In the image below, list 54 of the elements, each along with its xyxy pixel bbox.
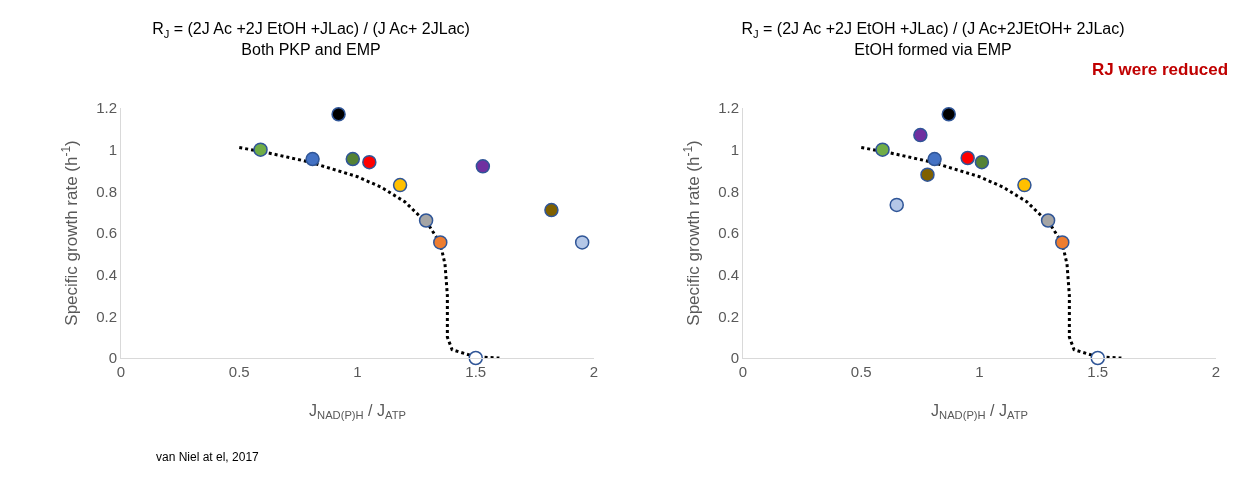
point	[927, 151, 942, 167]
point	[1040, 213, 1056, 228]
y-tick-label: 1.2	[718, 99, 739, 117]
text: RJ were reduced	[1092, 60, 1229, 79]
y-tick-label: 0.6	[718, 224, 739, 242]
x-tick-label: 1.5	[1087, 363, 1109, 380]
chart-title: R$_{J}$ = (2J Ac +2J EtOH +JLac) / (J Ac+ 2JLac)	[152, 20, 470, 40]
point	[392, 177, 408, 193]
y-tick-label: 1.2	[96, 99, 117, 117]
y-tick-label: 0.2	[96, 307, 117, 325]
chart-subtitle: EtOH formed via EMP	[854, 41, 1012, 59]
y-tick-label: 0.6	[96, 224, 117, 242]
point	[433, 235, 448, 250]
y-tick-label: 0.2	[718, 307, 739, 325]
x-tick-label: 1.5	[465, 363, 487, 380]
y-tick-label: 1	[730, 140, 739, 158]
x-tick-label: 2	[1211, 363, 1221, 380]
y-tick-label: 1	[108, 140, 117, 158]
x-tick-label: 0.5	[228, 363, 250, 380]
point	[475, 159, 491, 174]
point	[305, 151, 320, 167]
point	[574, 235, 590, 250]
y-tick-label: 0	[730, 349, 739, 367]
x-tick-label: 1	[975, 363, 984, 380]
point	[1090, 350, 1105, 366]
point	[345, 151, 361, 167]
point	[362, 154, 377, 170]
point	[418, 213, 434, 228]
point	[544, 202, 559, 218]
point	[468, 350, 483, 366]
x-tick-label: 0.5	[850, 363, 872, 380]
point	[1017, 177, 1032, 193]
chart-title: R$_{J}$ = (2J Ac +2J EtOH +JLac) / (J Ac+2JEtOH+ 2JLac)	[741, 20, 1125, 40]
point	[331, 107, 346, 122]
y-tick-label: 0.4	[718, 265, 739, 283]
y-tick-label: 0.8	[718, 182, 739, 200]
x-tick-label: 2	[589, 363, 599, 380]
point	[913, 127, 928, 143]
x-tick-label: 1	[353, 363, 362, 380]
y-tick-label: 0.8	[96, 182, 117, 200]
x-axis-title: J$_{NAD(P)H}$ / J$_{ATP}$	[309, 402, 406, 422]
point	[253, 142, 268, 157]
point	[889, 197, 904, 213]
text: van Niel at el, 2017	[156, 450, 260, 464]
y-tick-label: 0	[108, 349, 117, 367]
point	[974, 154, 990, 170]
point	[920, 167, 935, 182]
x-axis-title: J$_{NAD(P)H}$ / J$_{ATP}$	[931, 402, 1028, 422]
chart-subtitle: Both PKP and EMP	[241, 41, 381, 59]
point	[875, 142, 890, 157]
point	[1055, 235, 1070, 250]
point	[941, 107, 957, 122]
y-tick-label: 0.4	[96, 265, 117, 283]
point	[960, 150, 975, 166]
